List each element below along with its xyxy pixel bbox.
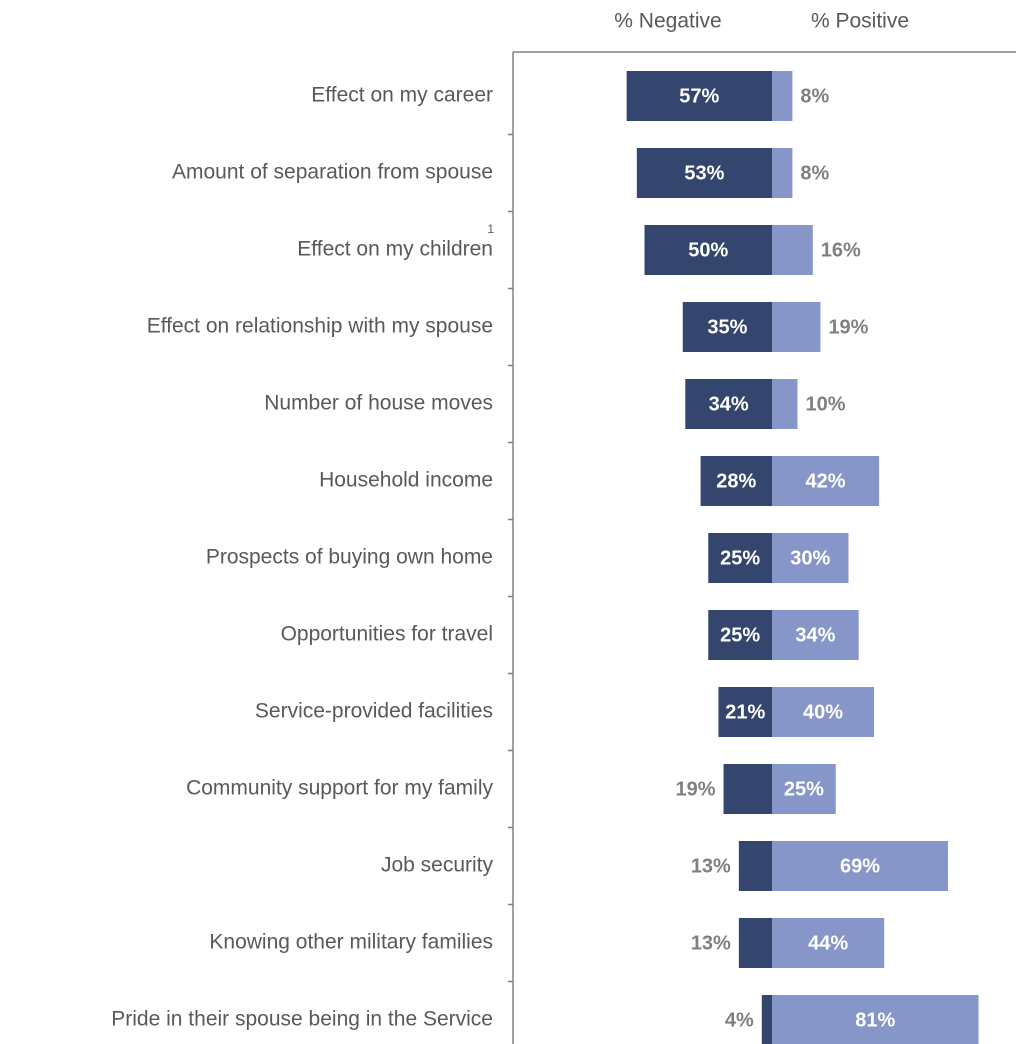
value-label: 13% (691, 855, 731, 877)
value-label: 34% (709, 393, 749, 415)
value-label: 81% (855, 1009, 895, 1031)
value-label: 25% (784, 778, 824, 800)
bar (685, 379, 772, 429)
category-label: Knowing other military families (209, 931, 493, 954)
value-label: 34% (795, 624, 835, 646)
bar (708, 610, 772, 660)
bar (761, 995, 772, 1044)
bar (772, 764, 836, 814)
bar (772, 225, 813, 275)
bar (738, 841, 772, 891)
value-label: 19% (676, 778, 716, 800)
category-label: Service-provided facilities (255, 700, 493, 723)
bar (700, 456, 772, 506)
value-label: 25% (720, 624, 760, 646)
value-label: 42% (806, 470, 846, 492)
value-label: 40% (803, 701, 843, 723)
value-label: 4% (725, 1009, 754, 1031)
category-label: Pride in their spouse being in the Servi… (111, 1008, 493, 1031)
value-label: 16% (821, 239, 861, 261)
bar (772, 687, 874, 737)
value-label: 35% (707, 316, 747, 338)
bar (644, 225, 772, 275)
bar (772, 302, 821, 352)
bar (772, 71, 793, 121)
value-label: 21% (725, 701, 765, 723)
category-label: Effect on relationship with my spouse (147, 315, 493, 338)
category-label: Effect on my career (311, 84, 493, 107)
bar (626, 71, 772, 121)
value-label: 28% (716, 470, 756, 492)
bar (723, 764, 772, 814)
category-label: Household income (319, 469, 493, 492)
bar (772, 456, 880, 506)
value-label: 25% (720, 547, 760, 569)
category-label: Effect on my children (297, 238, 493, 261)
value-label: 19% (828, 316, 868, 338)
value-label: 8% (800, 162, 829, 184)
value-label: 53% (684, 162, 724, 184)
value-label: 50% (688, 239, 728, 261)
category-label: Job security (381, 854, 494, 877)
bar (682, 302, 772, 352)
bar (772, 841, 948, 891)
bar (636, 148, 772, 198)
bar (708, 533, 772, 583)
bar (772, 379, 798, 429)
category-label: Opportunities for travel (281, 623, 493, 646)
value-label: 13% (691, 932, 731, 954)
value-label: 57% (679, 85, 719, 107)
category-label: Amount of separation from spouse (172, 161, 493, 184)
bar (772, 995, 979, 1044)
series-header: % Negative (614, 10, 721, 33)
value-label: 30% (790, 547, 830, 569)
bar (772, 610, 859, 660)
bar (772, 148, 793, 198)
value-label: 44% (808, 932, 848, 954)
bar (718, 687, 772, 737)
category-label: Number of house moves (264, 392, 493, 415)
value-label: 8% (800, 85, 829, 107)
bar (772, 918, 885, 968)
bar (772, 533, 849, 583)
value-label: 10% (806, 393, 846, 415)
bar (738, 918, 772, 968)
series-header: % Positive (811, 10, 909, 33)
category-label: Prospects of buying own home (206, 546, 493, 569)
category-label: Community support for my family (186, 777, 493, 800)
value-label: 69% (840, 855, 880, 877)
footnote-mark: 1 (487, 222, 494, 236)
